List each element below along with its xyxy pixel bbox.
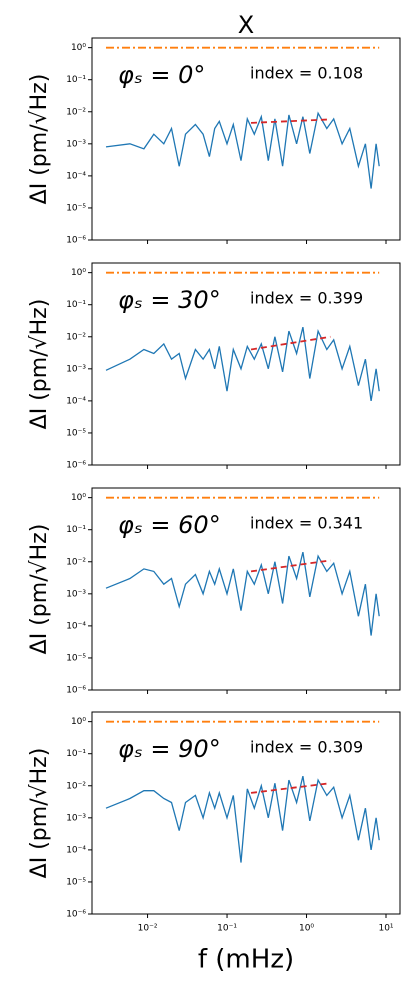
plot-frame — [91, 711, 401, 915]
y-tick-label: 10⁻⁴ — [66, 396, 86, 406]
y-tick-label: 10⁻⁴ — [66, 621, 86, 631]
plot-frame — [91, 487, 401, 691]
y-tick-label: 10⁻¹ — [66, 75, 86, 85]
phase-label: φₛ = 0° — [118, 61, 205, 89]
x-axis-label: f (mHz) — [198, 945, 294, 975]
phase-label: φₛ = 30° — [118, 286, 221, 314]
y-tick-label: 10⁻⁵ — [66, 877, 86, 887]
index-label: index = 0.399 — [250, 289, 363, 308]
title: X — [238, 11, 254, 39]
y-tick-label: 10⁻⁶ — [66, 910, 86, 920]
y-tick-label: 10⁻³ — [66, 364, 86, 374]
y-tick-label: 10⁻⁶ — [66, 461, 86, 471]
y-tick-label: 10⁻² — [66, 332, 86, 342]
y-tick-label: 10⁻⁵ — [66, 653, 86, 663]
y-tick-label: 10⁻³ — [66, 139, 86, 149]
y-tick-label: 10⁻¹ — [66, 749, 86, 759]
series-line — [250, 559, 331, 573]
y-tick-label: 10⁰ — [71, 268, 86, 278]
y-tick-label: 10⁻⁴ — [66, 171, 86, 181]
phase-label: φₛ = 90° — [118, 735, 221, 763]
index-label: index = 0.309 — [250, 738, 363, 757]
y-axis-label: ΔI (pm/√Hz) — [27, 74, 52, 205]
phase-label: φₛ = 60° — [118, 511, 221, 539]
y-tick-label: 10⁻⁴ — [66, 845, 86, 855]
y-axis-label: ΔI (pm/√Hz) — [27, 748, 52, 879]
y-tick-label: 10⁰ — [71, 493, 86, 503]
series-line — [105, 775, 380, 863]
x-tick-label: 10⁰ — [299, 924, 314, 934]
x-tick-label: 10¹ — [378, 924, 393, 934]
y-tick-label: 10⁻² — [66, 557, 86, 567]
y-tick-label: 10⁻⁵ — [66, 428, 86, 438]
y-tick-label: 10⁻³ — [66, 813, 86, 823]
series-line — [250, 118, 331, 124]
y-tick-label: 10⁰ — [71, 717, 86, 727]
y-tick-label: 10⁻¹ — [66, 525, 86, 535]
plot-frame — [91, 262, 401, 466]
x-tick-label: 10⁻² — [138, 924, 158, 934]
series-line — [105, 326, 380, 402]
y-tick-label: 10⁻² — [66, 781, 86, 791]
y-tick-label: 10⁻⁶ — [66, 236, 86, 246]
y-tick-label: 10⁻⁵ — [66, 203, 86, 213]
y-tick-label: 10⁻² — [66, 107, 86, 117]
y-axis-label: ΔI (pm/√Hz) — [27, 524, 52, 655]
y-tick-label: 10⁻³ — [66, 589, 86, 599]
y-tick-label: 10⁰ — [71, 43, 86, 53]
index-label: index = 0.341 — [250, 514, 363, 533]
series-line — [105, 111, 380, 189]
series-line — [105, 551, 380, 636]
y-axis-label: ΔI (pm/√Hz) — [27, 299, 52, 430]
index-label: index = 0.108 — [250, 64, 363, 83]
x-tick-label: 10⁻¹ — [217, 924, 237, 934]
series-line — [250, 782, 331, 794]
plot-frame — [91, 37, 401, 241]
y-tick-label: 10⁻¹ — [66, 300, 86, 310]
series-line — [250, 335, 331, 351]
y-tick-label: 10⁻⁶ — [66, 686, 86, 696]
